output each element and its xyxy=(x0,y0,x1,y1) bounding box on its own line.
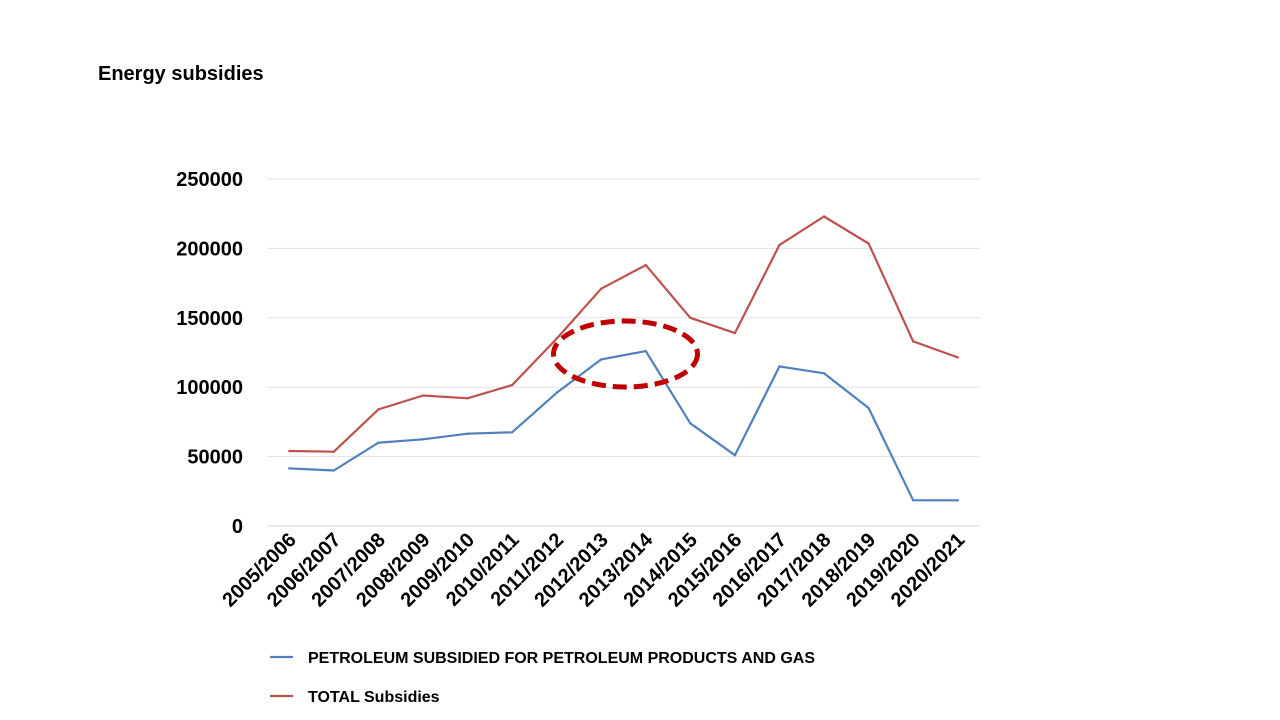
legend-label: PETROLEUM SUBSIDIED FOR PETROLEUM PRODUC… xyxy=(308,650,815,667)
data-point xyxy=(911,499,915,502)
slide-title: Energy subsidies xyxy=(98,63,264,85)
data-point xyxy=(778,243,781,247)
y-tick-label: 250000 xyxy=(176,169,243,191)
data-point xyxy=(421,394,425,397)
data-point xyxy=(466,397,469,400)
data-point xyxy=(600,287,603,290)
chart-series xyxy=(288,215,959,502)
data-point xyxy=(421,438,425,441)
y-tick-label: 150000 xyxy=(176,308,243,330)
data-point xyxy=(822,372,826,375)
data-point xyxy=(466,432,469,435)
y-tick-label: 100000 xyxy=(176,377,243,399)
data-point xyxy=(778,365,781,368)
data-point xyxy=(332,450,336,453)
series-line-1 xyxy=(289,215,959,453)
data-point xyxy=(288,449,291,453)
data-point xyxy=(600,358,603,361)
y-tick-label: 200000 xyxy=(176,238,243,260)
legend-label: TOTAL Subsidies xyxy=(308,689,440,706)
data-point xyxy=(555,391,558,394)
highlight-ellipse xyxy=(551,318,700,390)
data-point xyxy=(555,337,558,340)
data-point xyxy=(510,383,514,387)
data-point xyxy=(332,469,336,472)
data-point xyxy=(644,263,647,267)
data-point xyxy=(644,349,647,353)
data-point xyxy=(733,331,737,335)
data-point xyxy=(911,340,915,343)
chart-annotation xyxy=(551,318,700,390)
data-point xyxy=(689,422,692,425)
data-point xyxy=(956,499,959,502)
chart-legend: PETROLEUM SUBSIDIED FOR PETROLEUM PRODUC… xyxy=(270,650,815,706)
data-point xyxy=(510,431,514,434)
chart-gridlines xyxy=(267,178,980,527)
data-point xyxy=(377,441,380,444)
data-point xyxy=(288,467,291,470)
series-line-0 xyxy=(289,350,958,502)
y-tick-label: 50000 xyxy=(187,447,243,469)
data-point xyxy=(956,356,959,359)
data-point xyxy=(822,215,826,218)
data-point xyxy=(377,408,380,411)
y-axis-ticks: 0 50000 100000 150000 200000 250000 xyxy=(176,169,243,538)
y-tick-label: 0 xyxy=(232,516,243,538)
data-point xyxy=(733,454,737,457)
data-point xyxy=(867,406,870,410)
data-point xyxy=(689,316,692,319)
data-point xyxy=(867,242,870,245)
x-axis-ticks: 2005/20062006/20072007/20082008/20092009… xyxy=(218,528,969,611)
